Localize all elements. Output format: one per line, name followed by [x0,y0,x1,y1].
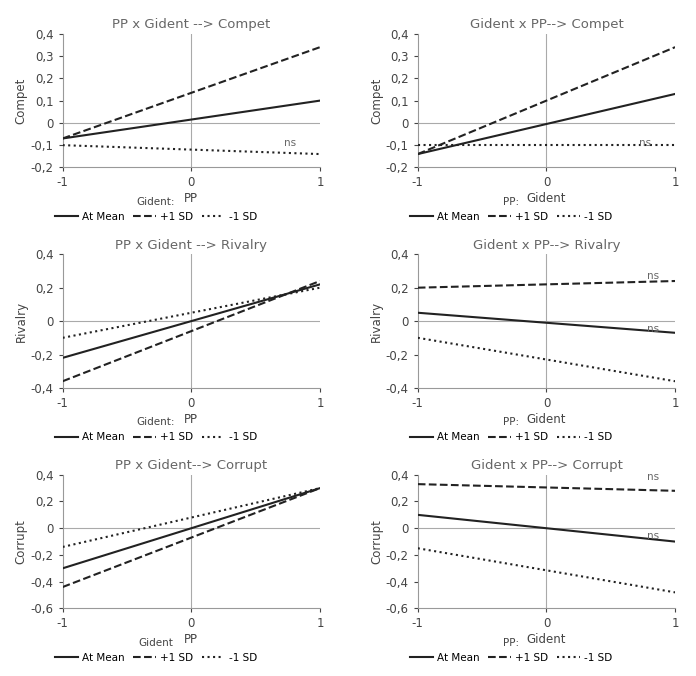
Y-axis label: Rivalry: Rivalry [370,301,383,341]
Title: PP x Gident --> Rivalry: PP x Gident --> Rivalry [116,239,267,251]
Legend: At Mean, +1 SD, -1 SD: At Mean, +1 SD, -1 SD [410,417,612,442]
Text: ns: ns [284,138,296,148]
X-axis label: PP: PP [184,192,198,206]
Text: ns: ns [639,138,651,148]
Legend: At Mean, +1 SD, -1 SD: At Mean, +1 SD, -1 SD [410,637,612,663]
Legend: At Mean, +1 SD, -1 SD: At Mean, +1 SD, -1 SD [55,637,257,663]
Title: Gident x PP--> Corrupt: Gident x PP--> Corrupt [470,459,622,473]
Y-axis label: Corrupt: Corrupt [370,519,383,564]
Text: ns: ns [647,324,659,335]
Title: Gident x PP--> Rivalry: Gident x PP--> Rivalry [473,239,620,251]
X-axis label: Gident: Gident [527,633,567,646]
Text: ns: ns [647,531,659,541]
X-axis label: Gident: Gident [527,413,567,426]
Text: ns: ns [647,271,659,281]
X-axis label: PP: PP [184,633,198,646]
X-axis label: PP: PP [184,413,198,426]
Y-axis label: Compet: Compet [370,78,383,124]
Legend: At Mean, +1 SD, -1 SD: At Mean, +1 SD, -1 SD [410,197,612,222]
Legend: At Mean, +1 SD, -1 SD: At Mean, +1 SD, -1 SD [55,417,257,442]
X-axis label: Gident: Gident [527,192,567,206]
Title: PP x Gident --> Compet: PP x Gident --> Compet [112,18,271,31]
Title: PP x Gident--> Corrupt: PP x Gident--> Corrupt [116,459,267,473]
Y-axis label: Corrupt: Corrupt [15,519,28,564]
Legend: At Mean, +1 SD, -1 SD: At Mean, +1 SD, -1 SD [55,197,257,222]
Text: ns: ns [647,473,659,483]
Y-axis label: Compet: Compet [15,78,28,124]
Y-axis label: Rivalry: Rivalry [15,301,28,341]
Title: Gident x PP--> Compet: Gident x PP--> Compet [470,18,624,31]
